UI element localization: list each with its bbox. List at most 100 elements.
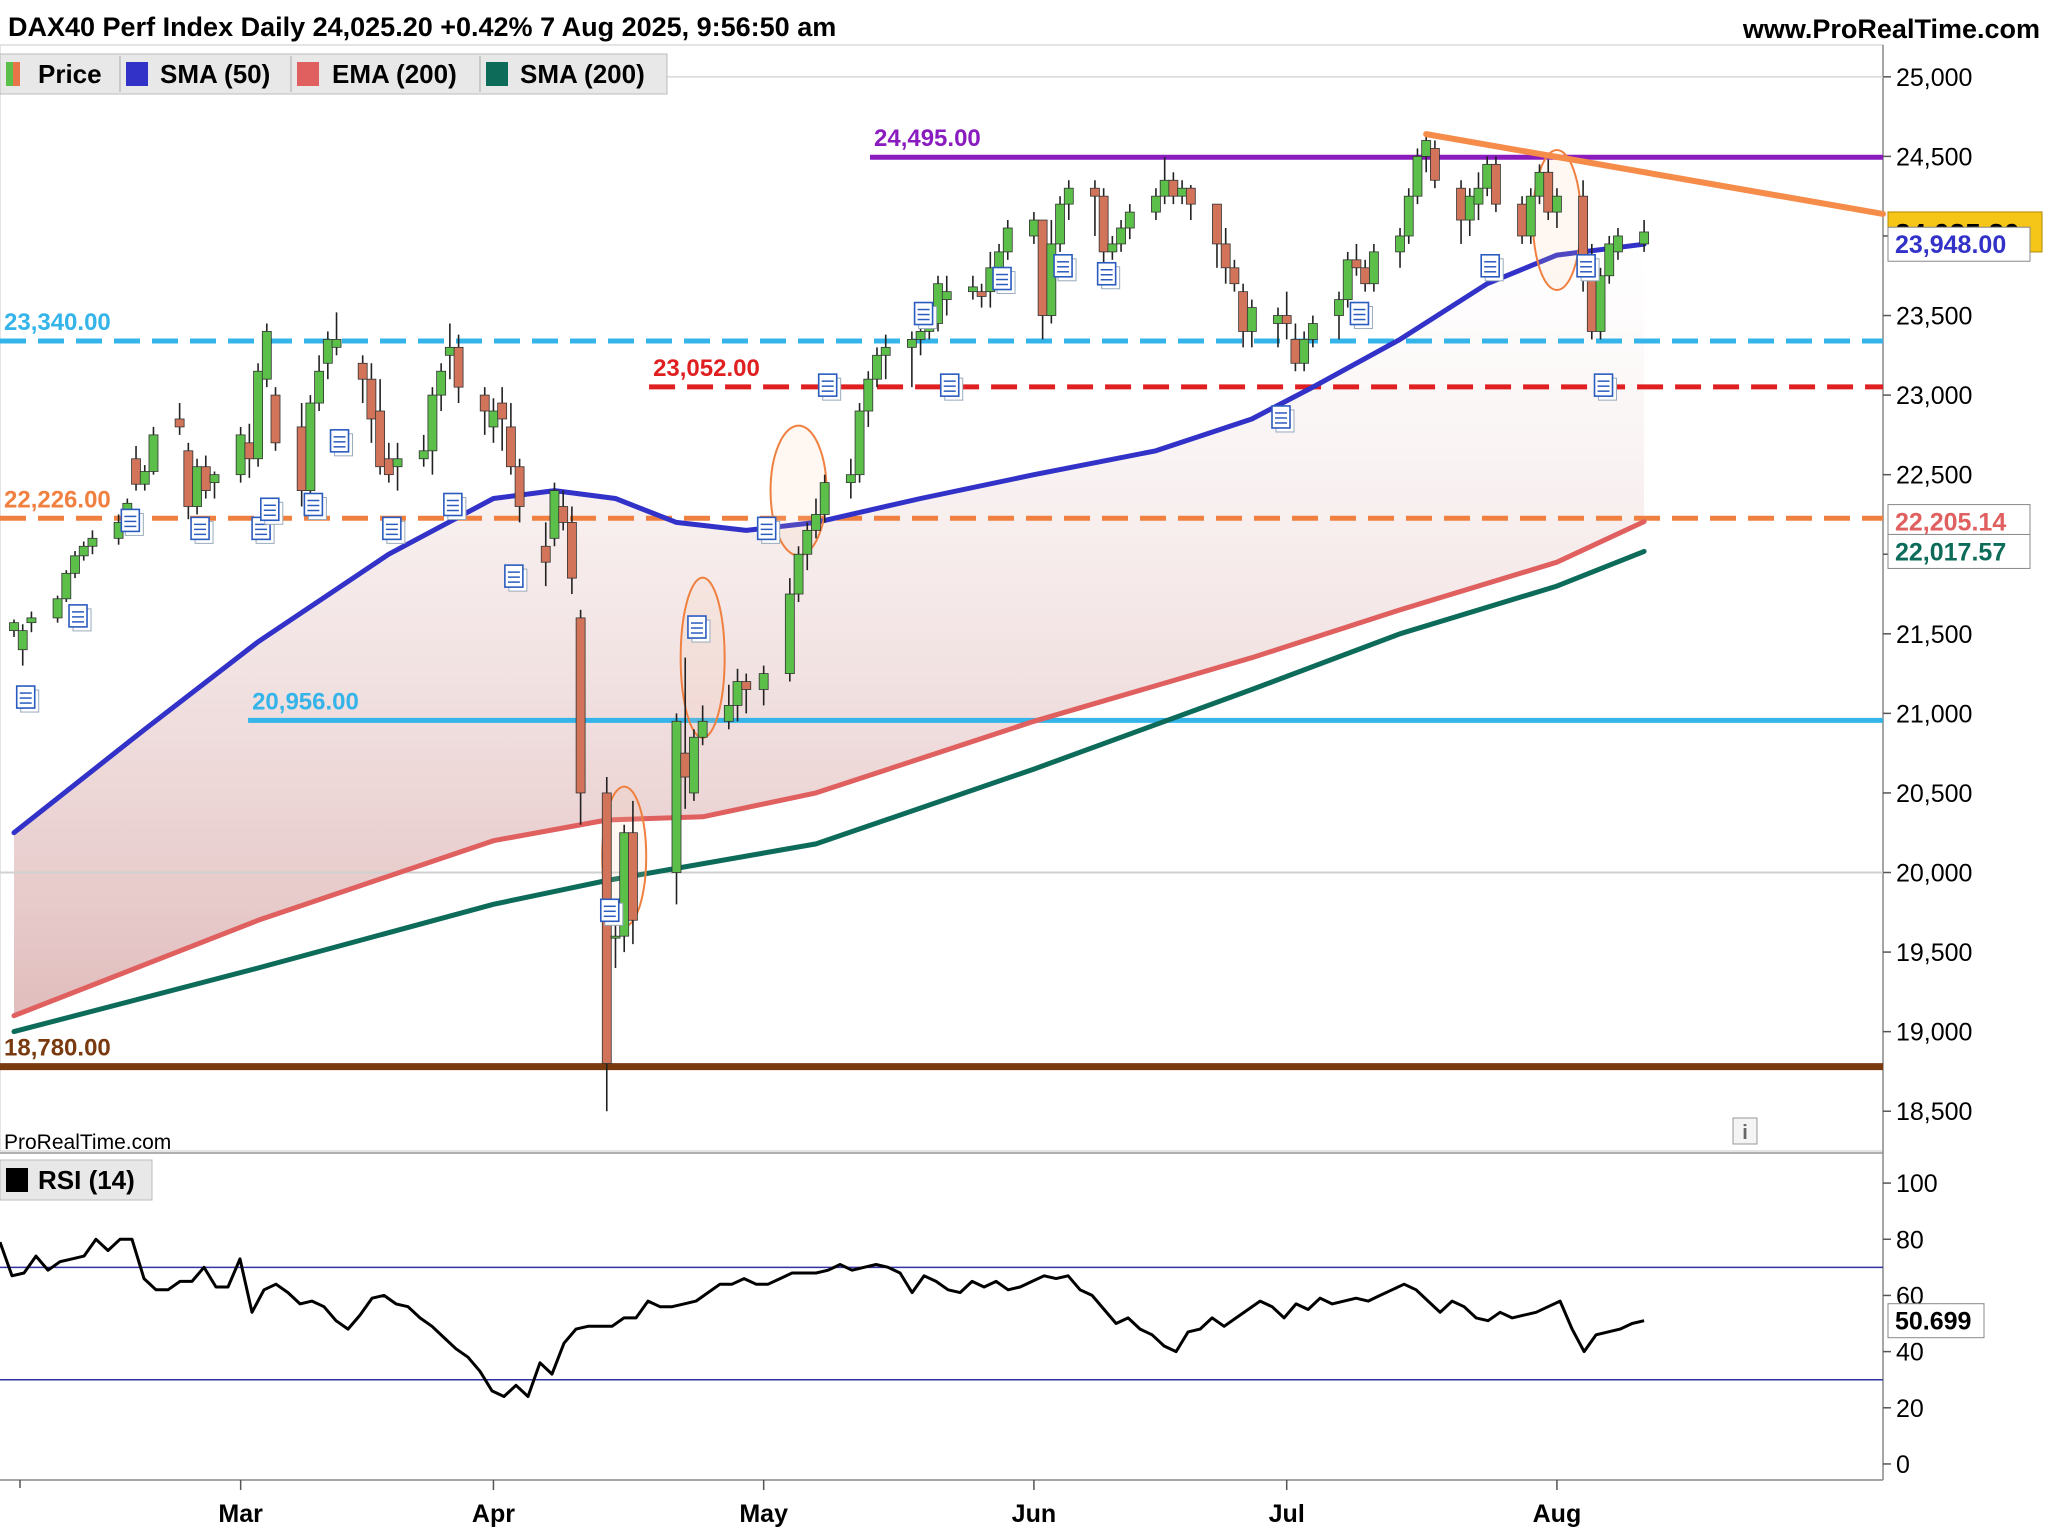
rsi-tick-label-1: 80 (1896, 1226, 1924, 1254)
news-icon-page (1349, 301, 1370, 326)
candle-body-2 (26, 617, 37, 624)
candle-body-3 (52, 598, 63, 619)
candle-body-26 (322, 339, 333, 364)
news-icons (15, 253, 1618, 926)
candle-body-57 (732, 681, 743, 706)
news-icon (504, 564, 528, 592)
legend-ema200[interactable]: EMA (200) (297, 59, 457, 89)
candle-body-116 (1464, 195, 1475, 221)
legend-price[interactable]: Price (6, 59, 102, 89)
info-icon[interactable]: i (1732, 1117, 1758, 1145)
candle-body-129 (1613, 235, 1623, 253)
candle-body-68 (872, 354, 882, 380)
candle-body-4 (61, 572, 72, 600)
candle-body-21 (261, 331, 272, 380)
candle-body-83 (1055, 203, 1065, 245)
news-icon-page (756, 516, 777, 541)
news-icon (329, 429, 354, 457)
candle-body-12 (148, 434, 159, 472)
news-icon (120, 508, 144, 536)
candle-body-104 (1307, 323, 1318, 340)
news-icon-page (599, 898, 620, 923)
candle-body-125 (1578, 195, 1588, 261)
price-label-text-ema200: 22,205.14 (1895, 509, 2006, 537)
legend-sma50[interactable]: SMA (50) (126, 59, 270, 89)
candle-body-76 (976, 291, 987, 297)
candle-body-36 (444, 346, 455, 356)
descending-trendline (1423, 131, 1886, 217)
candle-body-61 (793, 553, 804, 595)
candle-body-53 (680, 752, 691, 778)
candle-body-23 (296, 426, 307, 491)
candle-body-65 (845, 474, 856, 484)
candle-body-71 (915, 331, 926, 340)
price-tick-label-5: 22,500 (1896, 462, 1972, 490)
site-link[interactable]: www.ProRealTime.com (1742, 14, 2040, 44)
candle-body-19 (244, 442, 255, 460)
news-icon (1271, 405, 1295, 433)
news-icon-page (504, 564, 524, 588)
news-icon (1593, 373, 1618, 401)
news-icon-page (15, 685, 36, 709)
candle-body-54 (689, 736, 699, 794)
legend-ema200-label: EMA (200) (332, 59, 457, 89)
candle-body-60 (784, 593, 795, 674)
time-tick-label-1: Apr (472, 1500, 515, 1528)
sma50-swatch (126, 62, 148, 86)
candle-body-45 (558, 506, 569, 523)
price-tick-label-4: 23,000 (1896, 382, 1972, 410)
news-icon-page (1271, 405, 1291, 429)
candle-body-118 (1482, 163, 1493, 189)
news-icon (1480, 253, 1504, 282)
candle-body-111 (1403, 195, 1414, 237)
candle-body-112 (1412, 155, 1423, 197)
candle-body-87 (1107, 243, 1118, 253)
candle-body-31 (383, 458, 394, 476)
candle-body-1 (17, 630, 28, 651)
candle-body-25 (314, 370, 325, 404)
ma-line-1 (11, 519, 1647, 1019)
candle-body-119 (1491, 163, 1501, 205)
news-icon-page (1593, 373, 1614, 397)
rsi-legend[interactable]: RSI (14) (0, 1159, 153, 1201)
candle-body-46 (566, 522, 577, 579)
candle-body-103 (1299, 339, 1310, 364)
news-icon-page (443, 492, 463, 517)
news-icon (756, 516, 781, 544)
news-icon (443, 492, 467, 520)
candle-body-123 (1543, 171, 1554, 213)
rsi-tick-label-0: 100 (1896, 1170, 1938, 1198)
candle-body-128 (1604, 243, 1615, 277)
candle-body-108 (1360, 267, 1371, 285)
news-icon (303, 492, 327, 520)
legend-price-label: Price (38, 59, 102, 89)
legend-sma200[interactable]: SMA (200) (486, 59, 645, 89)
candle-body-30 (375, 410, 386, 468)
news-icon (259, 497, 284, 525)
candle-body-41 (505, 426, 516, 468)
news-icon (1349, 301, 1373, 330)
level-label-2: 23,052.00 (653, 355, 760, 382)
rsi-tick-label-4: 20 (1896, 1395, 1924, 1423)
candle-body-49 (610, 935, 621, 939)
candle-body-43 (540, 545, 551, 563)
price-tick-label-8: 21,000 (1896, 700, 1972, 728)
price-label-box-sma200 (1887, 533, 2031, 569)
candle-body-28 (357, 362, 368, 380)
level-label-0: 24,495.00 (874, 125, 981, 152)
news-icon-page (382, 516, 402, 541)
price-tick-label-3: 23,500 (1896, 303, 1972, 331)
candle-body-35 (436, 370, 447, 396)
candle-body-90 (1151, 195, 1161, 213)
news-icon (1576, 253, 1600, 282)
news-icon (15, 685, 40, 713)
sma-ema-fill (14, 244, 1645, 1016)
ma-fill-area (14, 244, 1645, 1016)
news-icon (190, 516, 214, 544)
candle-body-73 (933, 283, 943, 324)
candle-body-15 (192, 466, 202, 507)
candle-body-88 (1116, 227, 1126, 245)
time-tick-label-5: Aug (1533, 1500, 1582, 1528)
news-icon-page (992, 266, 1012, 291)
candle-body-120 (1517, 203, 1527, 237)
